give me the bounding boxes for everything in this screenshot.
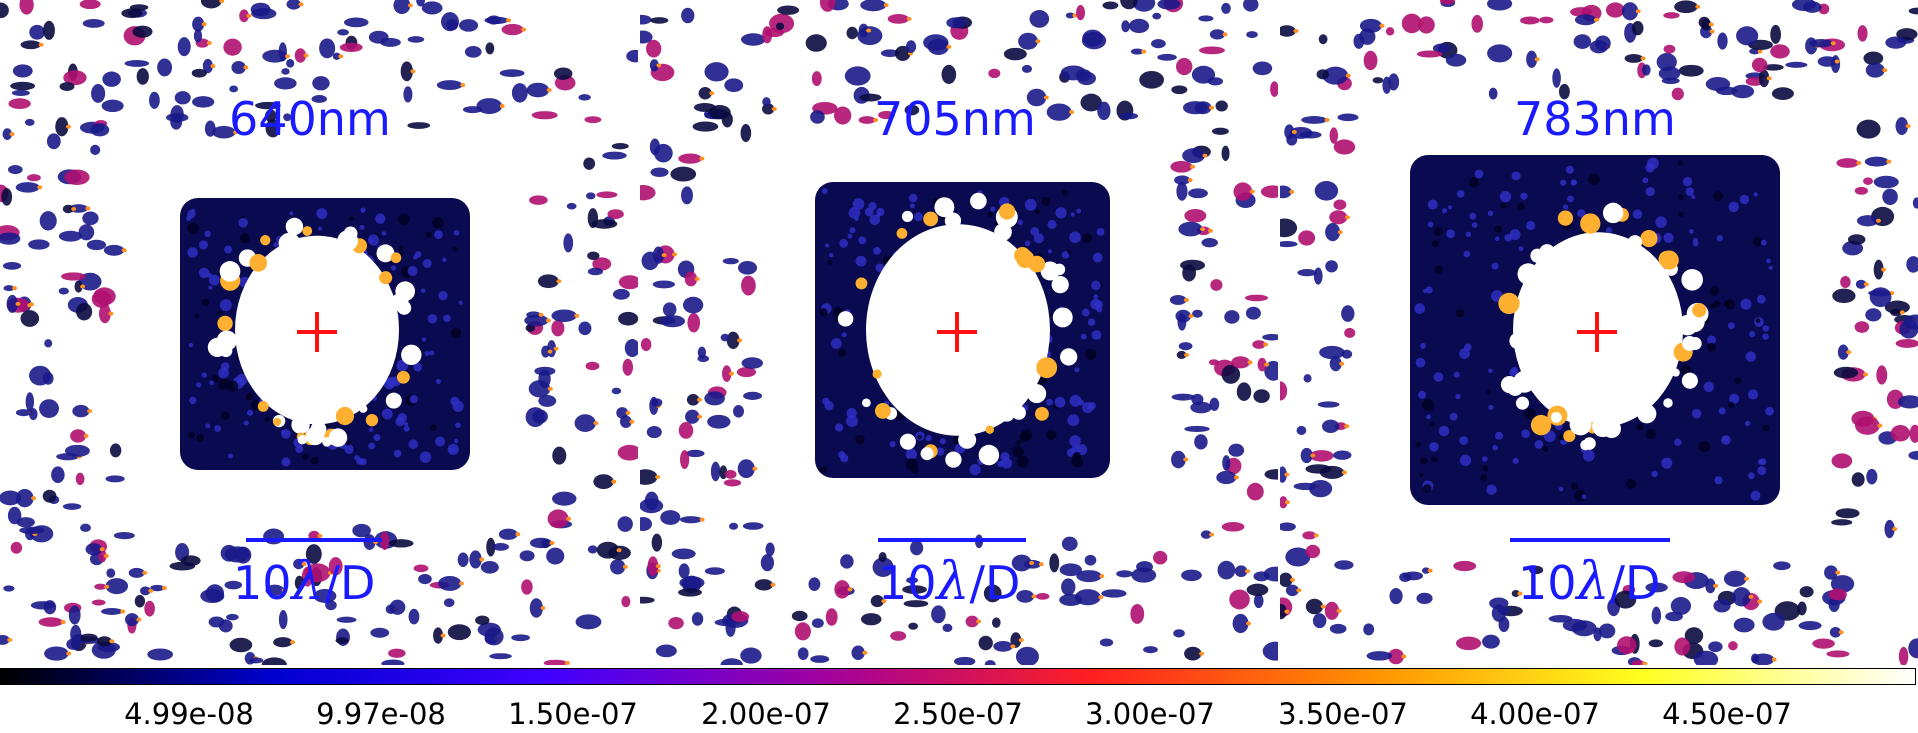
panel-783nm: 783nm 10λ/D — [1280, 0, 1918, 665]
colorbar-tick-label: 4.50e-07 — [1662, 697, 1792, 731]
colorbar-tick-label: 9.97e-08 — [316, 697, 446, 731]
scale-bar-label: 10λ/D — [233, 552, 376, 612]
scale-bar — [246, 538, 382, 542]
scale-bar — [878, 538, 1026, 542]
star-center-marker — [937, 312, 977, 352]
colorbar-tick-label: 2.50e-07 — [893, 697, 1023, 731]
colorbar-tick-label: 4.00e-07 — [1470, 697, 1600, 731]
speckle-image — [640, 0, 1278, 665]
colorbar-ticks: 4.99e-08 9.97e-08 1.50e-07 2.00e-07 2.50… — [0, 668, 1918, 733]
wavelength-label: 705nm — [874, 92, 1036, 146]
colorbar-tick-label: 3.00e-07 — [1085, 697, 1215, 731]
colorbar-tick-label: 2.00e-07 — [701, 697, 831, 731]
scale-bar-label: 10λ/D — [1518, 552, 1661, 612]
wavelength-label: 783nm — [1514, 92, 1676, 146]
colorbar-tick-label: 4.99e-08 — [124, 697, 254, 731]
scale-bar — [1510, 538, 1670, 542]
speckle-image — [0, 0, 638, 665]
wavelength-label: 640nm — [229, 92, 391, 146]
colorbar-tick-label: 3.50e-07 — [1278, 697, 1408, 731]
star-center-marker — [297, 312, 337, 352]
scale-bar-label: 10λ/D — [878, 552, 1021, 612]
colorbar — [0, 668, 1916, 685]
star-center-marker — [1577, 312, 1617, 352]
panel-705nm: 705nm 10λ/D — [640, 0, 1278, 665]
panel-640nm: 640nm 10λ/D — [0, 0, 638, 665]
colorbar-tick-label: 1.50e-07 — [508, 697, 638, 731]
